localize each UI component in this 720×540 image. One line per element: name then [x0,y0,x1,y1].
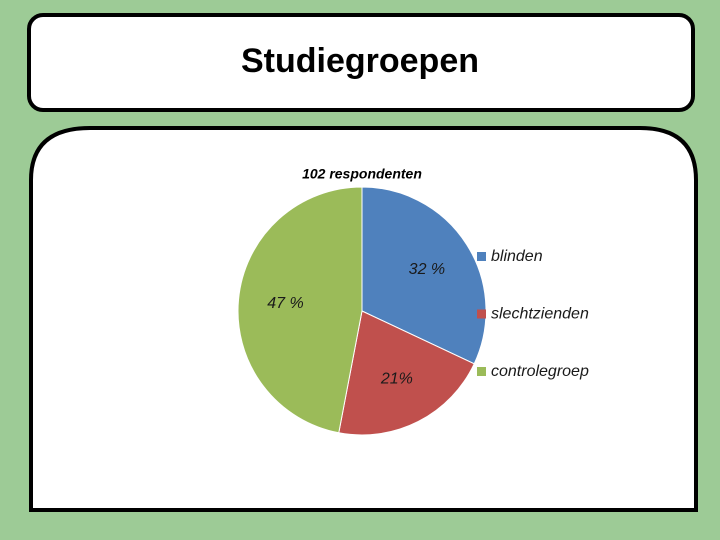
slide-title: Studiegroepen [241,42,479,80]
legend-label: slechtzienden [491,306,589,323]
chart-title: 102 respondenten [302,166,422,182]
title-box [27,13,695,112]
pie-slice [237,186,363,434]
value-label: 47 % [267,295,303,312]
value-label: 21% [380,371,413,388]
legend-swatch [477,309,486,319]
legend-label: controlegroep [491,363,589,380]
pie-slice [361,186,487,365]
value-label: 32 % [409,261,445,278]
legend-swatch [477,252,486,261]
legend-label: blinden [491,248,543,265]
pie-chart: 32 % 21% 47 % blinden slechtzienden controleg… [237,186,589,436]
pie-slice [338,310,475,436]
legend-swatch [477,367,486,376]
